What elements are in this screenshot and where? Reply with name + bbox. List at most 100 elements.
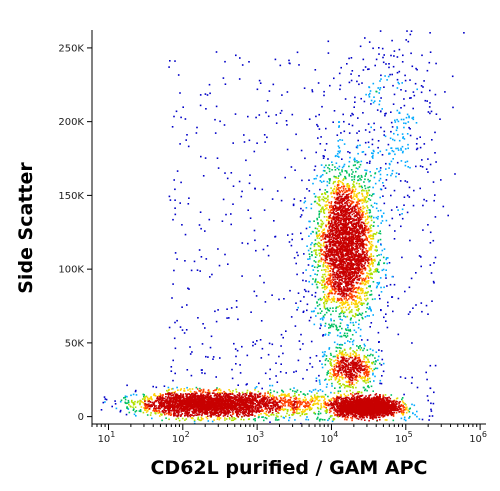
event-dot [208,83,211,86]
event-dot [320,175,323,177]
event-dot [356,295,358,298]
event-dot [363,100,366,103]
event-dot [377,331,380,334]
event-dot [319,282,321,284]
event-dot [370,219,373,222]
event-dot [190,374,193,377]
event-dot [353,358,356,360]
event-dot [325,270,327,273]
event-dot [328,168,331,170]
event-dot [369,380,371,383]
event-dot [320,225,323,228]
event-dot [294,408,297,411]
event-dot [371,362,374,365]
event-dot [403,411,405,414]
event-dot [336,412,339,414]
event-dot [286,394,288,397]
event-dot [299,408,301,411]
event-dot [354,357,357,360]
event-dot [349,347,352,349]
event-dot [194,414,196,416]
event-dot [370,248,372,251]
event-dot [340,288,343,290]
event-dot [132,401,134,404]
event-dot [204,412,206,415]
event-dot [300,333,302,336]
event-dot [365,190,368,192]
event-dot [362,365,364,368]
event-dot [320,258,323,261]
event-dot [254,419,256,422]
event-dot [284,408,287,411]
event-dot [282,404,284,407]
event-dot [274,408,277,411]
event-dot [306,369,308,371]
event-dot [381,358,384,361]
event-dot [294,401,296,404]
event-dot [351,200,353,203]
event-dot [396,126,398,128]
event-dot [403,122,405,124]
event-dot [164,413,166,416]
event-dot [333,363,336,366]
event-dot [367,375,369,377]
event-dot [339,376,341,378]
event-dot [378,282,380,284]
event-dot [286,400,289,402]
event-dot [366,274,368,277]
event-dot [353,365,355,368]
event-dot [218,264,221,267]
event-dot [274,403,277,406]
event-dot [201,414,203,417]
event-dot [290,408,293,410]
event-dot [353,268,356,270]
event-dot [330,399,333,402]
event-dot [255,249,257,252]
event-dot [337,201,339,204]
event-dot [222,77,225,79]
event-dot [318,225,320,227]
event-dot [365,222,367,225]
event-dot [282,409,285,412]
event-dot [369,225,371,228]
event-dot [409,79,411,81]
event-dot [325,386,328,388]
event-dot [364,261,367,264]
event-dot [358,366,361,368]
event-dot [333,188,336,190]
event-dot [358,301,361,303]
event-dot [379,259,381,262]
event-dot [359,367,362,370]
event-dot [420,265,422,268]
event-dot [353,361,356,364]
event-dot [341,276,343,278]
event-dot [305,418,307,421]
event-dot [338,292,340,295]
event-dot [330,219,333,221]
event-dot [292,403,295,406]
event-dot [363,199,365,202]
event-dot [346,202,348,204]
event-dot [395,412,398,414]
event-dot [333,213,336,216]
event-dot [409,166,411,169]
event-dot [343,296,345,298]
event-dot [323,280,325,283]
event-dot [368,365,371,368]
event-dot [326,235,328,237]
event-dot [362,253,365,255]
event-dot [348,205,351,208]
event-dot [244,412,246,414]
event-dot [358,279,360,281]
event-dot [434,93,437,96]
event-dot [354,96,356,99]
event-dot [392,419,395,422]
event-dot [331,259,334,261]
event-dot [228,417,231,419]
event-dot [312,278,314,280]
event-dot [359,335,362,337]
event-dot [329,273,332,275]
event-dot [320,253,323,256]
event-dot [341,367,344,370]
event-dot [325,225,327,228]
